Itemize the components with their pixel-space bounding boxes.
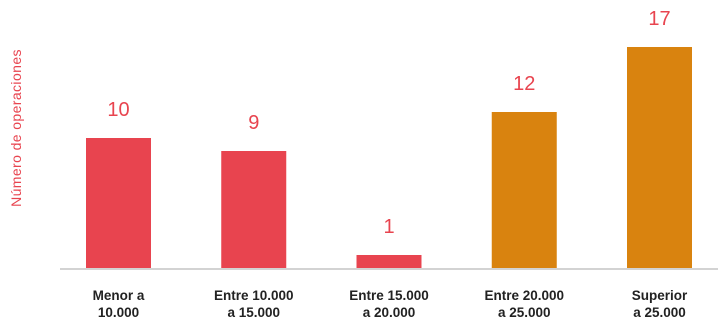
category-label: Superior a 25.000 (631, 288, 688, 320)
bar (86, 138, 151, 268)
category-label: Entre 10.000 a 15.000 (213, 288, 294, 320)
bar-value-label: 17 (648, 8, 670, 30)
category-label: Menor a 10.000 (92, 288, 145, 320)
bar (627, 47, 692, 268)
category-label: Entre 15.000 a 20.000 (349, 288, 429, 320)
bar (491, 112, 557, 268)
bar (356, 255, 422, 268)
bar (221, 151, 287, 268)
bar-value-label: 12 (513, 73, 535, 95)
y-axis-label: Número de operaciones (8, 49, 24, 207)
bar-value-label: 1 (383, 216, 394, 238)
bar-value-label: 9 (248, 112, 259, 134)
category-label: Entre 20.000 a 25.000 (484, 288, 565, 320)
bar-value-label: 10 (107, 99, 129, 121)
